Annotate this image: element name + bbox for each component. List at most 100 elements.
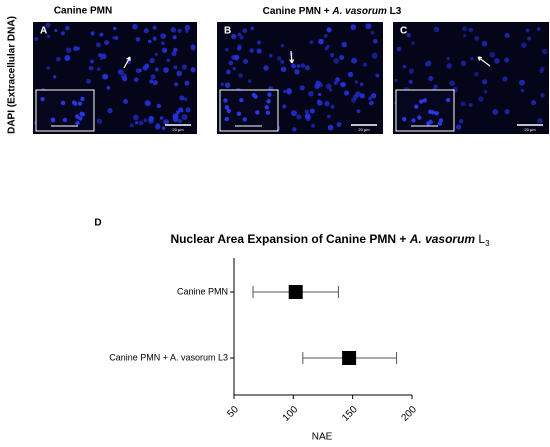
cell [135, 37, 141, 42]
cell [355, 91, 362, 98]
cell [171, 51, 177, 57]
cell [112, 26, 117, 31]
cell [166, 58, 171, 63]
cell [350, 24, 357, 31]
cell [133, 114, 139, 121]
title-part: L [475, 232, 485, 246]
cell [247, 79, 252, 83]
header-part: Canine PMN + [263, 6, 333, 17]
cell [138, 120, 144, 126]
cell [483, 90, 488, 94]
cell [539, 68, 544, 74]
cell [541, 48, 548, 55]
cell [90, 31, 95, 36]
cell [60, 31, 65, 36]
cell [78, 116, 83, 121]
plot: 50 100 150 200 Canine PMN Canine PMN + A. vas… [109, 258, 419, 424]
cell [359, 93, 365, 99]
cell [427, 109, 433, 114]
cell [123, 98, 129, 105]
arrow-head [477, 56, 483, 61]
cell [256, 48, 262, 54]
cell [177, 119, 183, 124]
cell [161, 47, 168, 54]
cell [396, 46, 402, 52]
cell [504, 57, 510, 63]
cell [347, 71, 354, 78]
cell [318, 38, 324, 45]
cell [428, 75, 434, 82]
cell [504, 109, 510, 115]
cell [371, 52, 378, 59]
cell [144, 100, 150, 106]
cell [239, 97, 244, 103]
cell [365, 23, 372, 30]
cell [236, 111, 242, 117]
scale-label: 20 μm [172, 127, 184, 132]
cell [228, 60, 234, 66]
cell [132, 23, 138, 30]
cell [147, 39, 152, 44]
cell [79, 111, 84, 116]
cell [152, 79, 158, 86]
panel-header: Canine PMN + A. vasorum L3 [263, 6, 402, 17]
cell [350, 97, 357, 103]
cell [237, 32, 242, 37]
cell [356, 109, 361, 114]
cell [492, 109, 499, 115]
cell [224, 47, 229, 52]
chart-title: Nuclear Area Expansion of Canine PMN + A… [170, 232, 490, 248]
cell [437, 121, 442, 126]
cell [183, 97, 188, 102]
cell [406, 33, 411, 38]
cell [344, 90, 350, 96]
cell [339, 55, 345, 61]
cell [468, 103, 473, 107]
cell [152, 25, 157, 30]
cell [40, 96, 45, 102]
cell [149, 57, 155, 64]
cell [521, 42, 527, 48]
cell [88, 65, 94, 71]
cell [143, 28, 149, 34]
cell [473, 71, 479, 77]
cell [296, 64, 301, 68]
cell [373, 38, 378, 44]
cell [159, 116, 164, 120]
cell [283, 89, 287, 94]
cell [97, 67, 101, 71]
cell [152, 36, 157, 41]
cell [173, 47, 178, 53]
cell [64, 55, 71, 62]
cell [327, 114, 331, 119]
cell [181, 64, 188, 70]
cell [179, 95, 185, 101]
cell [231, 33, 235, 38]
cell [327, 124, 334, 131]
cell [433, 84, 438, 89]
cell [494, 58, 500, 64]
cell [470, 57, 474, 61]
cell [368, 96, 372, 101]
cell [176, 70, 183, 77]
cell [426, 121, 431, 126]
cell [482, 79, 488, 85]
cell [462, 26, 468, 32]
cell [163, 67, 169, 73]
scale-label: 20 μm [524, 127, 536, 132]
cell [265, 110, 271, 115]
cell [53, 75, 57, 79]
cell [173, 65, 178, 70]
cell [104, 40, 110, 46]
cell [181, 114, 188, 121]
cell [42, 27, 47, 32]
cell [408, 79, 413, 85]
cell [184, 25, 191, 31]
cell [458, 119, 464, 124]
cell [408, 68, 415, 74]
cell [185, 107, 191, 113]
cell [446, 56, 450, 61]
cell [242, 117, 247, 122]
arrow [123, 56, 131, 69]
cell [112, 36, 116, 40]
